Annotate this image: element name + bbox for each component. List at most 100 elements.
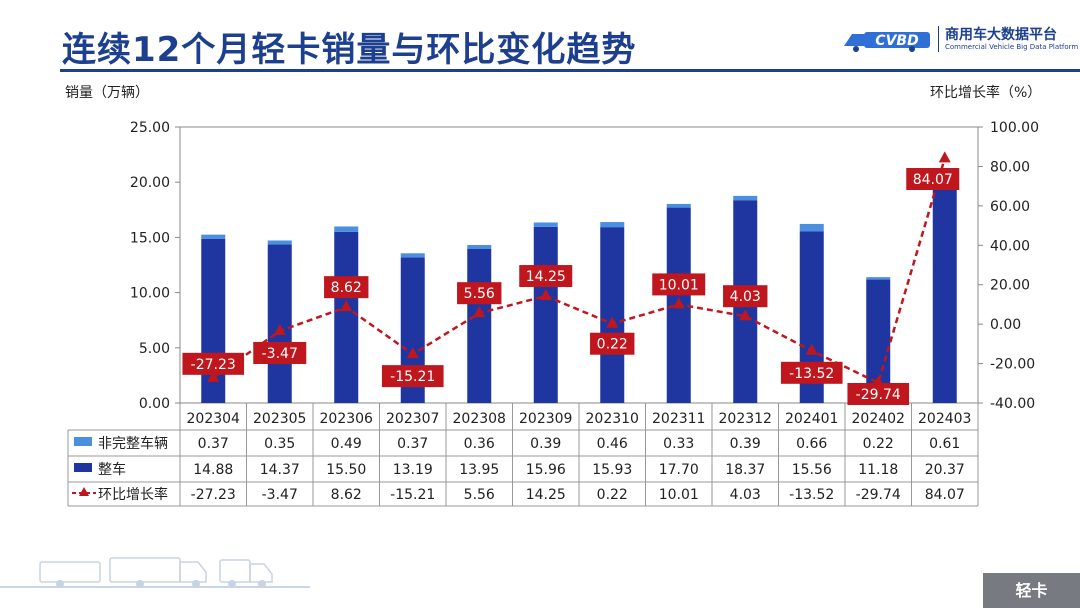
y-right-tick-label: 80.00 xyxy=(990,159,1030,175)
growth-rate-data-label: 0.22 xyxy=(597,337,628,353)
x-tick-label: 202402 xyxy=(852,411,905,427)
bar-zhengche xyxy=(932,178,957,403)
x-tick-label: 202311 xyxy=(652,411,705,427)
growth-rate-data-label: 5.56 xyxy=(464,286,495,302)
x-tick-label: 202401 xyxy=(785,411,838,427)
table-cell-growth-rate: -13.52 xyxy=(789,487,834,503)
growth-rate-marker xyxy=(739,309,752,321)
growth-rate-label-box xyxy=(253,341,307,364)
growth-rate-data-label: -13.52 xyxy=(789,366,834,382)
table-cell-zhengche: 15.93 xyxy=(592,462,632,478)
y-left-tick-label: 15.00 xyxy=(130,230,170,246)
y-right-tick-label: -40.00 xyxy=(990,396,1035,412)
table-cell-zhengche: 14.88 xyxy=(193,462,233,478)
y-left-tick-label: 10.00 xyxy=(130,286,170,302)
table-cell-growth-rate: 0.22 xyxy=(597,487,628,503)
title-divider xyxy=(60,69,1080,72)
section-tag: 轻卡 xyxy=(983,573,1080,608)
table-cell-non-complete: 0.49 xyxy=(331,436,362,452)
x-tick-label: 202403 xyxy=(918,411,971,427)
logo-subtext: Commercial Vehicle Big Data Platform xyxy=(945,43,1079,51)
y-left-tick-label: 5.00 xyxy=(139,341,170,357)
growth-rate-label-box xyxy=(652,273,706,296)
bar-non-complete xyxy=(799,223,824,232)
x-tick-label: 202308 xyxy=(453,411,506,427)
legend-swatch-zhengche xyxy=(74,463,92,472)
growth-rate-marker xyxy=(406,347,419,359)
y-right-tick-label: 60.00 xyxy=(990,199,1030,215)
growth-rate-label-box xyxy=(381,365,444,388)
table-cell-growth-rate: 10.01 xyxy=(659,487,699,503)
table-cell-growth-rate: -29.74 xyxy=(856,487,901,503)
table-cell-non-complete: 0.66 xyxy=(796,436,827,452)
y-right-tick-label: 20.00 xyxy=(990,278,1030,294)
table-cell-non-complete: 0.46 xyxy=(597,436,628,452)
table-cell-non-complete: 0.22 xyxy=(863,436,894,452)
bar-non-complete xyxy=(600,222,625,228)
y-left-axis-title: 销量（万辆） xyxy=(65,85,149,101)
growth-rate-marker xyxy=(340,300,353,312)
table-cell-zhengche: 13.95 xyxy=(459,462,499,478)
growth-rate-label-box xyxy=(906,168,960,190)
x-tick-label: 202306 xyxy=(320,411,374,427)
growth-rate-marker xyxy=(473,306,486,318)
platform-logo: CVBD 商用车大数据平台 Commercial Vehicle Big Dat… xyxy=(842,22,1078,58)
bar-zhengche xyxy=(334,231,359,403)
bar-non-complete xyxy=(533,222,558,227)
growth-rate-data-label: 14.25 xyxy=(526,269,566,285)
growth-rate-data-label: -27.23 xyxy=(191,357,236,373)
table-cell-zhengche: 13.19 xyxy=(393,462,433,478)
table-cell-zhengche: 18.37 xyxy=(725,462,765,478)
bar-zhengche xyxy=(600,227,625,403)
table-cell-growth-rate: 4.03 xyxy=(730,487,761,503)
table-cell-growth-rate: -3.47 xyxy=(262,487,298,503)
growth-rate-marker xyxy=(805,343,818,355)
table-cell-non-complete: 0.36 xyxy=(464,436,495,452)
growth-rate-marker xyxy=(606,316,619,328)
growth-rate-marker xyxy=(207,370,220,382)
growth-rate-label-box xyxy=(590,332,635,355)
x-tick-label: 202312 xyxy=(719,411,772,427)
bar-zhengche xyxy=(267,244,292,403)
x-tick-label: 202309 xyxy=(519,411,572,427)
bar-non-complete xyxy=(201,234,226,239)
truck-watermark-icon xyxy=(0,557,310,588)
bar-non-complete xyxy=(467,245,492,249)
y-right-tick-label: 100.00 xyxy=(990,120,1039,136)
table-cell-non-complete: 0.39 xyxy=(730,436,761,452)
logo-text: 商用车大数据平台 xyxy=(945,27,1057,43)
growth-rate-data-label: 4.03 xyxy=(730,289,761,305)
legend-label-non-complete: 非完整车辆 xyxy=(98,435,168,452)
y-right-tick-label: -20.00 xyxy=(990,357,1035,373)
table-cell-growth-rate: 8.62 xyxy=(331,487,362,503)
table-cell-non-complete: 0.39 xyxy=(530,436,561,452)
growth-rate-data-label: 8.62 xyxy=(331,280,362,296)
page-title: 连续12个月轻卡销量与环比变化趋势 xyxy=(62,30,637,70)
table-cell-zhengche: 20.37 xyxy=(925,462,965,478)
bar-non-complete xyxy=(733,195,758,201)
svg-text:CVBD: CVBD xyxy=(875,33,918,49)
y-right-tick-label: 40.00 xyxy=(990,238,1030,254)
growth-rate-data-label: 84.07 xyxy=(913,172,953,188)
bar-zhengche xyxy=(467,248,492,403)
y-right-axis-title: 环比增长率（%） xyxy=(930,85,1042,101)
table-cell-non-complete: 0.37 xyxy=(198,436,229,452)
growth-rate-label-box xyxy=(519,265,573,288)
table-cell-non-complete: 0.33 xyxy=(663,436,694,452)
table-cell-zhengche: 15.50 xyxy=(326,462,366,478)
growth-rate-data-label: 10.01 xyxy=(659,277,699,293)
legend-marker-growth-rate xyxy=(79,487,89,496)
bar-non-complete xyxy=(400,253,425,258)
table-cell-zhengche: 11.18 xyxy=(858,462,898,478)
growth-rate-label-box xyxy=(847,383,910,405)
legend-label-growth-rate: 环比增长率 xyxy=(98,486,168,503)
growth-rate-marker xyxy=(539,289,552,301)
table-cell-zhengche: 17.70 xyxy=(659,462,699,478)
growth-rate-marker xyxy=(672,297,685,309)
growth-rate-data-label: -29.74 xyxy=(856,387,901,403)
growth-rate-label-box xyxy=(723,285,768,308)
bar-non-complete xyxy=(866,277,891,280)
bar-zhengche xyxy=(533,226,558,403)
growth-rate-data-label: -3.47 xyxy=(262,346,298,362)
